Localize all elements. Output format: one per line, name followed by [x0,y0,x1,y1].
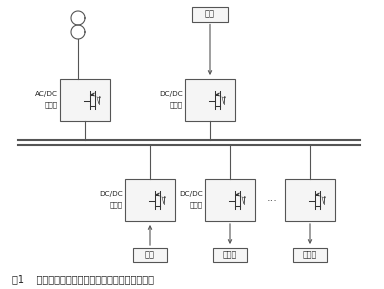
Bar [125,179,175,221]
Bar [60,79,110,121]
Text: DC/DC: DC/DC [99,191,123,197]
Text: 变换器: 变换器 [45,102,58,108]
Bar [285,179,335,221]
Text: 变换器: 变换器 [190,202,203,208]
Text: ···: ··· [266,196,277,206]
Text: DC/DC: DC/DC [179,191,203,197]
Text: 充电桩: 充电桩 [223,251,237,260]
Text: AC/DC: AC/DC [35,91,58,97]
Text: 变换器: 变换器 [110,202,123,208]
Bar [293,248,327,262]
Text: 变换器: 变换器 [170,102,183,108]
Text: 充电桩: 充电桩 [303,251,317,260]
Text: 光伏: 光伏 [145,251,155,260]
Bar [213,248,247,262]
Bar [185,79,235,121]
Bar [205,179,255,221]
Bar [133,248,167,262]
Text: DC/DC: DC/DC [159,91,183,97]
Text: 图1    直流母线配电的光储充一体化充电站系统结构: 图1 直流母线配电的光储充一体化充电站系统结构 [12,274,154,284]
Bar [192,6,228,21]
Text: 储能: 储能 [205,10,215,18]
